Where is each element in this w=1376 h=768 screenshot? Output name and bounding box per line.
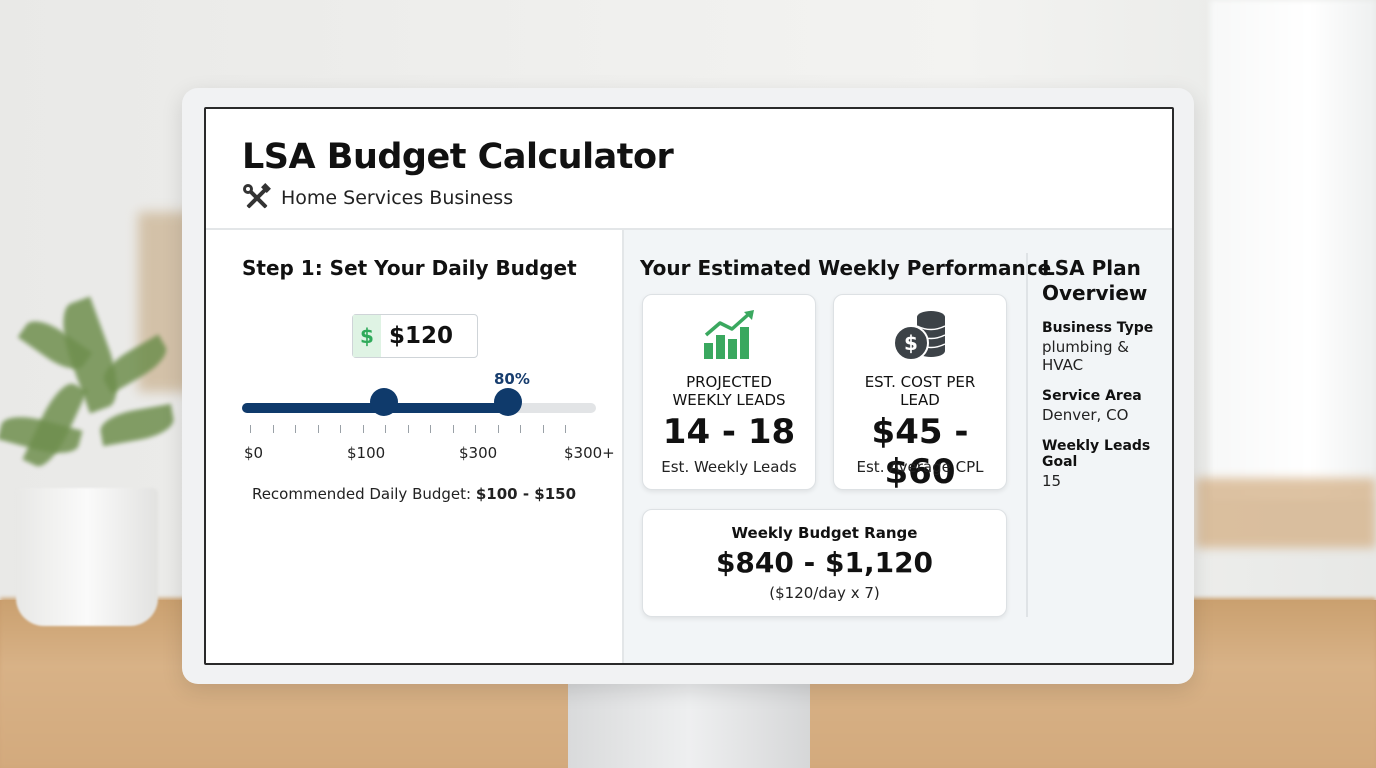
leads-label-line2: WEEKLY LEADS (672, 391, 786, 409)
cpl-value: $45 - $60 (871, 412, 969, 492)
projected-leads-card: PROJECTED WEEKLY LEADS 14 - 18 Est. Week… (642, 294, 816, 490)
tick-label: $300+ (564, 444, 615, 462)
slider-handle-min[interactable] (370, 388, 398, 416)
recommended-value: $100 - $150 (475, 485, 577, 503)
page-title: LSA Budget Calculator (242, 137, 674, 177)
app-header: LSA Budget Calculator Home Services Busi… (206, 109, 1172, 230)
weekly-budget-value: $840 - $1,120 (715, 546, 934, 579)
tick-label: $300 (459, 444, 498, 462)
recommended-prefix: Recommended Daily Budget: (251, 485, 472, 503)
slider-handle-max[interactable] (494, 388, 522, 416)
leads-caption: Est. Weekly Leads (661, 458, 797, 476)
plan-overview: LSA Plan Overview Business Type plumbing… (1042, 256, 1172, 490)
subtitle-text: Home Services Business (281, 187, 514, 209)
slider-tick (430, 425, 431, 433)
slider-tick (497, 425, 499, 433)
daily-budget-input[interactable]: $ $120 (352, 314, 478, 358)
overview-label: Business Type (1042, 320, 1154, 336)
cpl-caption: Est. Average CPL (856, 458, 984, 476)
slider-tick (385, 425, 386, 433)
performance-panel: Your Estimated Weekly Performance PROJEC… (624, 230, 1172, 663)
leads-label-line1: PROJECTED (686, 373, 772, 391)
overview-value: Denver, CO (1042, 406, 1129, 424)
slider-tick (362, 425, 364, 433)
background-table (1196, 478, 1376, 548)
tick-label: $0 (244, 444, 264, 462)
slider-tick (452, 425, 454, 433)
leads-value: 14 - 18 (662, 412, 796, 452)
budget-slider-track[interactable] (242, 403, 596, 413)
svg-text:$: $ (904, 331, 918, 355)
dollar-badge: $ (353, 315, 381, 357)
slider-tick (520, 425, 521, 433)
tick-label: $100 (347, 444, 386, 462)
slider-tick (542, 425, 544, 433)
overview-value: plumbing & HVAC (1042, 338, 1129, 374)
daily-budget-value: $120 (389, 323, 454, 349)
slider-tick (295, 425, 296, 433)
overview-value: 15 (1042, 472, 1062, 490)
slider-tick (340, 425, 341, 433)
slider-tick (475, 425, 476, 433)
overview-title-line1: LSA Plan (1042, 256, 1141, 280)
plant-pot (16, 488, 158, 626)
overview-label: Service Area (1042, 388, 1142, 404)
performance-title: Your Estimated Weekly Performance (640, 256, 1052, 280)
background-window (1210, 0, 1376, 500)
weekly-budget-label: Weekly Budget Range (731, 524, 918, 542)
cpl-label-line1: EST. COST PER (864, 373, 976, 391)
coins-dollar-icon: $ (893, 311, 946, 361)
overview-divider (1026, 253, 1028, 617)
app-screen: LSA Budget Calculator Home Services Busi… (204, 107, 1174, 665)
weekly-budget-caption: ($120/day x 7) (769, 584, 880, 602)
business-subtitle: Home Services Business (242, 183, 513, 213)
bar-chart-growth-icon (704, 310, 754, 359)
slider-tick (317, 425, 319, 433)
monitor-stand (568, 680, 810, 768)
overview-title-line2: Overview (1042, 281, 1148, 305)
weekly-budget-card: Weekly Budget Range $840 - $1,120 ($120/… (642, 509, 1007, 617)
cpl-label-line2: LEAD (900, 391, 940, 409)
slider-tick (250, 425, 251, 433)
step-title: Step 1: Set Your Daily Budget (242, 256, 577, 280)
slider-tick (272, 425, 274, 433)
recommended-budget: Recommended Daily Budget: $100 - $150 (206, 485, 622, 503)
cost-per-lead-card: $ EST. COST PER LEAD $45 - $60 Est. Aver… (833, 294, 1007, 492)
slider-tick (565, 425, 566, 433)
budget-panel: Step 1: Set Your Daily Budget $ $120 80%… (206, 230, 624, 663)
slider-percent-label: 80% (494, 370, 530, 388)
tools-icon (243, 183, 271, 209)
slider-tick (407, 425, 409, 433)
overview-label: Weekly Leads Goal (1042, 438, 1151, 470)
